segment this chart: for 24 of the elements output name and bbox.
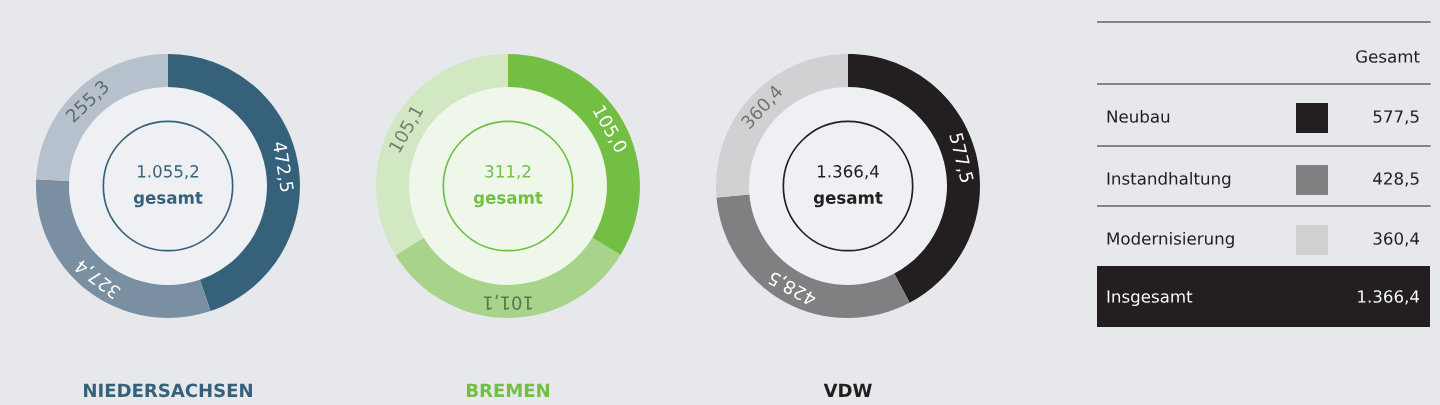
text: 1.366,4 xyxy=(818,165,879,180)
category-label: Instandhaltung xyxy=(1107,171,1231,189)
data-label: 472,5 xyxy=(270,141,295,193)
text: Gesamt xyxy=(1356,50,1420,63)
category-label: Modernisierung xyxy=(1107,231,1234,249)
category-label: Neubau xyxy=(1107,109,1170,123)
text: 577,5 xyxy=(1373,110,1419,125)
text: 1.055,2 xyxy=(138,165,199,180)
text: 311,2 xyxy=(485,165,531,180)
text: gesamt xyxy=(133,191,203,208)
text: 428,5 xyxy=(1373,172,1419,187)
data-label: 577,5 xyxy=(947,132,974,184)
data-label: 101,1 xyxy=(483,294,532,310)
text: gesamt xyxy=(473,191,543,208)
text: BREMEN xyxy=(466,383,550,397)
text: gesamt xyxy=(813,191,883,208)
donut-slice xyxy=(36,179,211,318)
donut-slice xyxy=(395,237,621,318)
text: VDW xyxy=(823,383,872,397)
text: 360,4 xyxy=(1373,232,1420,247)
donut-slice xyxy=(716,194,910,318)
text: NIEDERSACHSEN xyxy=(84,383,252,398)
text: Insgesamt xyxy=(1107,290,1193,307)
text: 1.366,4 xyxy=(1358,290,1420,305)
